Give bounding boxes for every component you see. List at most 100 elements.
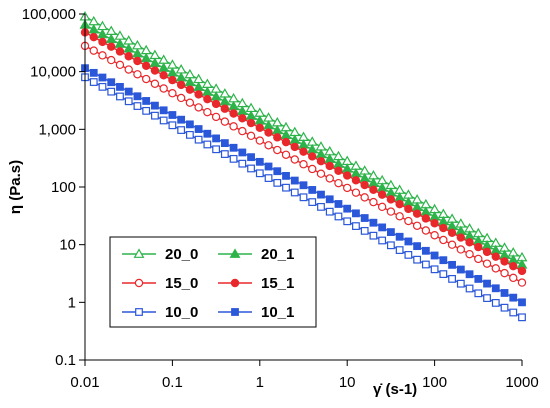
- data-point: [149, 49, 161, 60]
- data-point: [448, 274, 456, 283]
- data-point: [98, 73, 107, 82]
- data-point: [168, 121, 177, 130]
- data-point: [491, 264, 500, 273]
- data-point: [194, 103, 203, 112]
- data-point: [166, 59, 178, 69]
- data-point: [177, 126, 186, 134]
- data-point: [211, 99, 221, 109]
- data-point: [97, 20, 108, 31]
- data-point: [412, 209, 422, 218]
- data-point: [220, 139, 229, 147]
- legend-marker: [231, 308, 239, 316]
- data-point: [203, 140, 212, 149]
- data-point: [290, 176, 299, 185]
- data-point: [343, 204, 352, 213]
- data-point: [439, 223, 448, 233]
- data-point: [123, 43, 135, 53]
- data-point: [89, 68, 98, 77]
- legend-item-20_0: 20_0: [122, 246, 198, 263]
- data-point: [247, 153, 255, 162]
- data-point: [447, 228, 457, 237]
- data-point: [220, 104, 230, 113]
- data-point: [421, 214, 431, 223]
- data-point: [448, 260, 456, 269]
- data-point: [168, 89, 177, 98]
- data-point: [387, 241, 395, 250]
- data-point: [220, 117, 230, 126]
- data-point: [509, 261, 518, 271]
- data-point: [482, 247, 492, 257]
- x-axis-title: γ̇ (s-1): [373, 381, 417, 398]
- data-point: [369, 218, 378, 227]
- y-tick-label: 100: [51, 179, 76, 196]
- data-point: [114, 38, 126, 48]
- data-point: [385, 187, 397, 197]
- data-point: [203, 107, 212, 117]
- data-point: [255, 123, 264, 133]
- data-point: [325, 174, 334, 183]
- data-point: [499, 249, 510, 259]
- data-point: [124, 97, 133, 106]
- data-point: [351, 188, 361, 197]
- data-point: [238, 148, 247, 157]
- data-point: [472, 235, 484, 245]
- data-point: [159, 106, 168, 115]
- data-point: [299, 160, 308, 169]
- data-point: [315, 148, 327, 159]
- data-point: [482, 259, 492, 268]
- data-point: [387, 228, 395, 236]
- data-point: [369, 231, 378, 240]
- data-point: [141, 74, 151, 84]
- y-tick-label: 10,000: [30, 64, 76, 81]
- data-point: [184, 76, 196, 87]
- data-point: [282, 183, 290, 192]
- series-10_0: [81, 73, 526, 322]
- data-point: [219, 88, 231, 98]
- legend: 20_0 20_1 15_0 15_1 10_0 10_1: [109, 236, 317, 328]
- data-point: [245, 102, 257, 113]
- data-point: [281, 137, 291, 147]
- x-axis-title-text: γ̇ (s-1): [373, 381, 417, 398]
- data-point: [254, 115, 266, 125]
- data-point: [394, 191, 406, 202]
- data-point: [133, 102, 142, 110]
- data-point: [316, 157, 326, 166]
- data-point: [308, 152, 317, 161]
- data-point: [500, 303, 509, 312]
- data-point: [98, 37, 107, 47]
- data-point: [211, 112, 221, 122]
- data-point: [273, 145, 282, 155]
- x-tick-label: 1: [256, 374, 264, 391]
- data-point: [334, 212, 343, 221]
- data-point: [352, 209, 360, 218]
- data-point: [465, 284, 474, 293]
- data-point: [404, 237, 413, 246]
- data-point: [107, 78, 116, 87]
- data-point: [116, 82, 124, 91]
- data-point: [140, 52, 152, 63]
- data-point: [367, 177, 379, 188]
- data-point: [411, 201, 423, 211]
- y-tick-label: 10: [59, 237, 76, 254]
- data-point: [107, 42, 116, 51]
- data-point: [220, 150, 229, 158]
- legend-marker: [135, 308, 143, 316]
- legend-label: 15_0: [165, 275, 198, 292]
- series-15_1: [80, 28, 527, 276]
- legend-label: 15_1: [261, 275, 294, 292]
- data-point: [343, 183, 352, 193]
- data-point: [133, 92, 142, 101]
- data-point: [299, 147, 308, 156]
- data-point: [236, 97, 248, 108]
- series-20_0: [79, 11, 528, 262]
- data-point: [360, 226, 369, 235]
- data-point: [212, 145, 221, 154]
- data-point: [474, 254, 483, 264]
- data-point: [124, 52, 133, 61]
- x-tick-label: 1000: [505, 374, 538, 391]
- data-point: [168, 111, 177, 119]
- data-point: [439, 256, 448, 265]
- legend-item-15_0: 15_0: [122, 275, 198, 292]
- data-point: [369, 197, 378, 207]
- data-point: [185, 85, 195, 94]
